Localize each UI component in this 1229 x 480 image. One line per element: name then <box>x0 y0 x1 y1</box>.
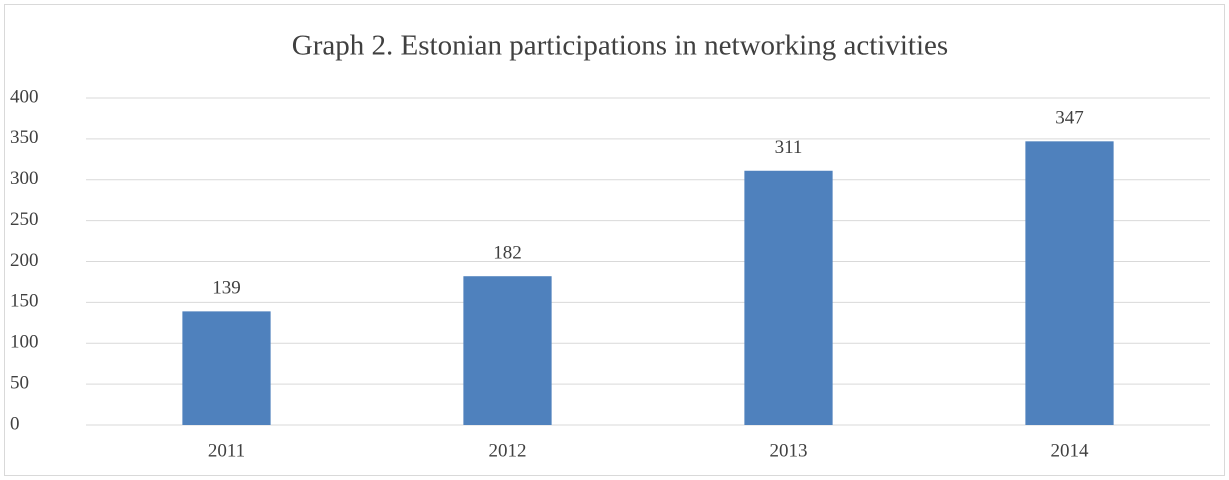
data-label: 311 <box>775 137 803 158</box>
y-tick-label: 0 <box>10 413 20 434</box>
chart-title: Graph 2. Estonian participations in netw… <box>292 30 948 62</box>
y-tick-label: 50 <box>10 372 29 393</box>
y-tick-label: 200 <box>10 250 39 271</box>
y-tick-label: 150 <box>10 291 39 312</box>
data-label: 182 <box>493 243 522 264</box>
data-label: 347 <box>1055 108 1084 129</box>
x-tick-label: 2013 <box>770 440 808 461</box>
y-tick-label: 100 <box>10 332 39 353</box>
y-tick-label: 400 <box>10 86 39 107</box>
bar <box>744 170 833 425</box>
data-label: 139 <box>212 278 241 299</box>
x-tick-label: 2011 <box>208 440 245 461</box>
x-tick-label: 2012 <box>489 440 527 461</box>
bar <box>182 311 271 425</box>
y-tick-label: 350 <box>10 127 39 148</box>
y-tick-label: 300 <box>10 168 39 189</box>
bar <box>463 276 552 425</box>
bar <box>1025 141 1114 425</box>
y-tick-label: 250 <box>10 209 39 230</box>
x-tick-label: 2014 <box>1051 440 1090 461</box>
